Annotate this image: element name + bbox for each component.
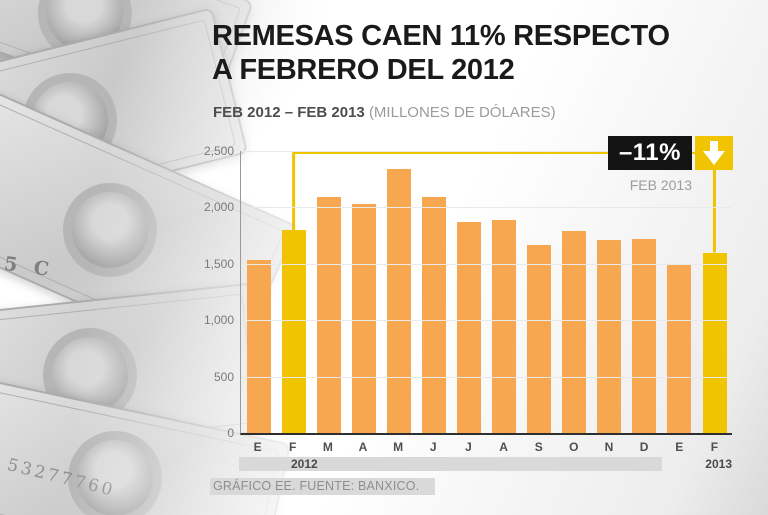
bar-S-8 bbox=[527, 244, 552, 433]
x-axis-tick-label: J bbox=[429, 440, 437, 454]
x-axis-tick-label: A bbox=[358, 440, 368, 454]
x-axis-tick-label: N bbox=[604, 440, 614, 454]
annotation-value: –11% bbox=[607, 136, 692, 170]
gridline bbox=[241, 263, 732, 265]
plot-area bbox=[240, 151, 732, 435]
y-axis-labels: 2,500 2,000 1,500 1,000 500 0 bbox=[182, 144, 234, 440]
x-axis-tick-label: F bbox=[710, 440, 719, 454]
x-axis-tick-label: E bbox=[675, 440, 684, 454]
x-axis-tick-label: A bbox=[499, 440, 508, 454]
down-arrow-icon bbox=[695, 136, 733, 170]
x-axis-tick-label: S bbox=[534, 440, 543, 454]
chart-title-line1: REMESAS CAEN 11% RESPECTO bbox=[212, 20, 670, 52]
year-strip-2012: 2012 bbox=[239, 457, 662, 471]
chart-subtitle: FEB 2012 – FEB 2013 (MILLONES DE DÓLARES… bbox=[213, 104, 556, 121]
gridline bbox=[241, 207, 732, 209]
gridline bbox=[241, 151, 732, 152]
chart-title-line2: A FEBRERO DEL 2012 bbox=[212, 53, 515, 86]
bar-F-13 bbox=[702, 252, 727, 433]
y-axis-tick-label: 2,500 bbox=[203, 144, 234, 158]
year-label-2012: 2012 bbox=[291, 457, 318, 471]
bar-D-11 bbox=[632, 238, 657, 433]
y-axis-tick-label: 2,000 bbox=[203, 200, 234, 215]
gridline bbox=[241, 320, 732, 322]
chart-title: REMESAS CAEN 11% RESPECTO A FEBRERO DEL … bbox=[212, 20, 670, 87]
bar-series bbox=[241, 151, 732, 433]
bar-J-5 bbox=[421, 197, 446, 433]
annotation-label: FEB 2013 bbox=[629, 177, 692, 193]
x-axis-tick-label: M bbox=[393, 440, 404, 454]
bar-E-12 bbox=[667, 264, 692, 433]
bar-A-3 bbox=[351, 204, 376, 433]
y-axis-tick-label: 1,500 bbox=[203, 256, 234, 271]
subtitle-units: (MILLONES DE DÓLARES) bbox=[368, 104, 556, 121]
y-axis-tick-label: 0 bbox=[227, 426, 234, 440]
y-axis-tick-label: 500 bbox=[213, 369, 234, 384]
photo-fade-overlay bbox=[0, 0, 380, 515]
bar-N-10 bbox=[597, 240, 622, 433]
x-axis-tick-label: J bbox=[465, 440, 472, 454]
subtitle-period: FEB 2012 – FEB 2013 bbox=[213, 104, 365, 121]
source-credit: GRÁFICO EE. FUENTE: BANXICO. bbox=[210, 478, 436, 495]
year-label-2013: 2013 bbox=[705, 457, 732, 471]
bar-E-0 bbox=[246, 260, 271, 433]
x-axis-tick-label: O bbox=[569, 440, 579, 454]
bar-J-6 bbox=[457, 222, 481, 433]
x-axis-tick-label: F bbox=[289, 440, 297, 454]
x-axis-tick-label: M bbox=[322, 440, 333, 454]
bar-A-7 bbox=[492, 219, 517, 433]
bar-M-2 bbox=[316, 197, 341, 433]
bar-O-9 bbox=[562, 231, 587, 433]
bar-M-4 bbox=[386, 169, 411, 433]
x-axis-tick-label: E bbox=[253, 440, 262, 454]
gridline bbox=[241, 376, 732, 378]
bar-F-1 bbox=[281, 229, 306, 433]
annotation-callout: –11% bbox=[607, 136, 733, 170]
y-axis-tick-label: 1,000 bbox=[203, 313, 234, 328]
x-axis-tick-label: D bbox=[639, 440, 649, 454]
